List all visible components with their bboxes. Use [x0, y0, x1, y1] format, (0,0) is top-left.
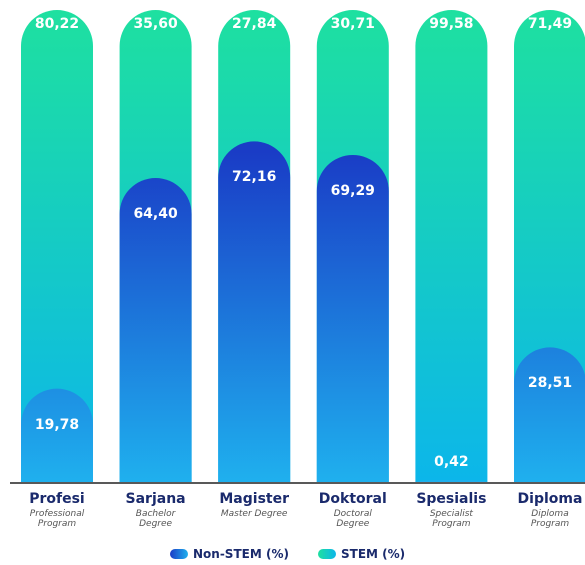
x-tick-sublabel: Diploma Program — [530, 509, 570, 529]
x-tick-label: Sarjana — [125, 491, 186, 507]
legend-swatch — [170, 549, 188, 559]
value-label: 80,22 — [34, 16, 80, 32]
value-label: 19,78 — [34, 416, 80, 433]
bar — [21, 388, 93, 482]
legend-item: STEM (%) — [318, 547, 405, 561]
value-label: 27,84 — [232, 16, 277, 32]
value-label: 69,29 — [330, 182, 375, 199]
value-label: 0,42 — [434, 454, 469, 470]
x-tick-sublabel: Bachelor Degree — [135, 509, 176, 529]
x-tick-sublabel: Master Degree — [220, 509, 288, 519]
value-label: 72,16 — [232, 169, 277, 186]
value-label: 99,58 — [429, 16, 474, 32]
x-tick-label: Doktoral — [318, 491, 387, 507]
bar — [119, 178, 192, 482]
bar — [514, 347, 585, 482]
x-tick-label: Profesi — [29, 491, 85, 507]
legend-swatch — [318, 549, 336, 559]
bar — [316, 154, 389, 482]
x-tick-label: Diploma — [517, 491, 583, 507]
x-tick-sublabel: Doctoral Degree — [333, 509, 372, 529]
value-label: 71,49 — [527, 16, 573, 32]
value-label: 30,71 — [330, 16, 375, 32]
x-tick-label: Magister — [219, 491, 289, 507]
legend-item: Non-STEM (%) — [170, 547, 289, 561]
bar — [415, 480, 488, 482]
x-tick-sublabel: Specialist Program — [429, 509, 473, 529]
value-label: 35,60 — [133, 16, 178, 32]
x-tick-label: Spesialis — [416, 491, 487, 507]
value-label: 28,51 — [527, 375, 573, 392]
x-tick-sublabel: Professional Program — [29, 509, 85, 529]
bar — [218, 141, 291, 482]
value-label: 64,40 — [133, 206, 178, 223]
legend-label: Non-STEM (%) — [193, 547, 289, 561]
bar — [415, 10, 488, 482]
bar — [21, 10, 93, 482]
legend-label: STEM (%) — [341, 547, 406, 561]
